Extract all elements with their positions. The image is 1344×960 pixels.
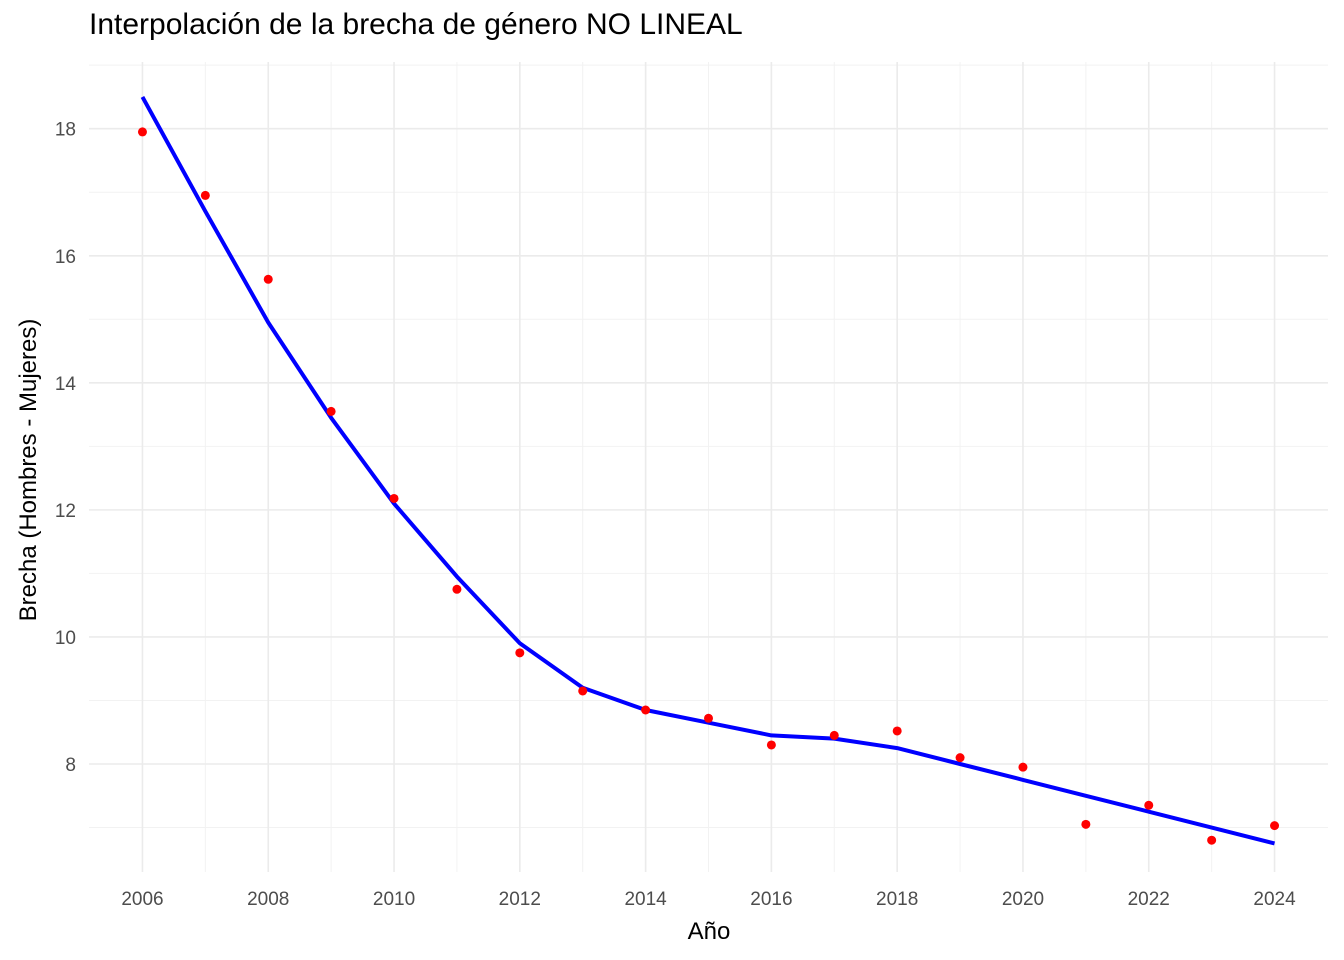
x-tick-label: 2008	[247, 889, 289, 910]
x-tick-label: 2020	[1002, 889, 1044, 910]
series	[137, 95, 1280, 846]
data-point	[389, 493, 399, 503]
x-tick-label: 2018	[876, 889, 918, 910]
x-axis-ticks: 2006 2008 2010 2012 2014 2016 2018 2020 2022 2024	[121, 889, 1296, 910]
data-point	[326, 406, 336, 416]
x-tick-label: 2010	[373, 889, 415, 910]
data-point	[452, 584, 462, 594]
data-point	[1081, 819, 1091, 829]
y-tick-label: 10	[55, 628, 76, 649]
data-point	[1207, 835, 1217, 845]
y-axis-title: Brecha (Hombres - Mujeres)	[15, 319, 42, 622]
y-tick-label: 16	[55, 247, 76, 268]
x-axis-title: Año	[688, 918, 731, 945]
data-point	[578, 686, 588, 696]
data-point	[1018, 762, 1028, 772]
x-tick-label: 2022	[1128, 889, 1170, 910]
x-tick-label: 2006	[121, 889, 163, 910]
x-tick-label: 2014	[624, 889, 667, 910]
data-point	[1270, 821, 1280, 831]
data-point	[263, 274, 273, 284]
data-point	[641, 705, 651, 715]
chart-title: Interpolación de la brecha de género NO …	[89, 8, 743, 41]
y-tick-label: 18	[55, 120, 76, 141]
x-tick-label: 2012	[499, 889, 541, 910]
data-point	[892, 726, 902, 736]
data-point	[829, 730, 839, 740]
x-tick-label: 2024	[1253, 889, 1296, 910]
data-point	[515, 648, 525, 658]
data-point	[1144, 800, 1154, 810]
y-axis-ticks: 8 10 12 14 16 18	[55, 120, 77, 776]
y-tick-label: 8	[65, 755, 76, 776]
data-point	[766, 740, 776, 750]
data-point	[137, 127, 147, 137]
data-point	[704, 713, 713, 723]
y-tick-label: 12	[55, 501, 76, 522]
x-tick-label: 2016	[750, 889, 792, 910]
data-point	[955, 753, 965, 763]
grid	[89, 62, 1328, 872]
y-tick-label: 14	[55, 374, 77, 395]
data-point	[200, 190, 210, 200]
